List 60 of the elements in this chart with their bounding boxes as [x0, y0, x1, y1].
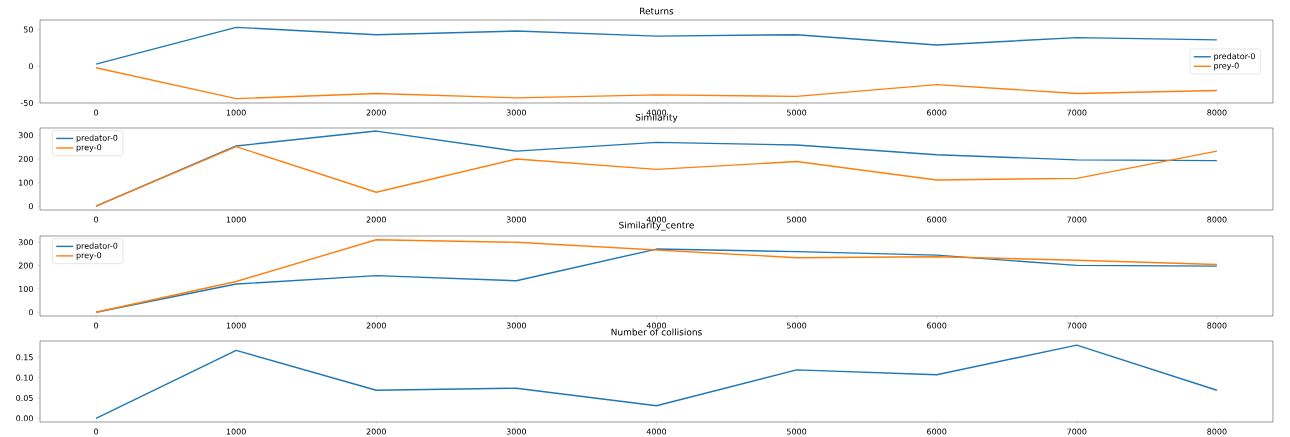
x-tick-label: 0: [94, 322, 99, 329]
x-tick-label: 7000: [1067, 428, 1087, 435]
x-tick-label: 2000: [366, 322, 386, 329]
x-tick-label: 2000: [366, 428, 386, 435]
x-tick-label: 8000: [1207, 428, 1227, 435]
x-tick-label: 1000: [226, 109, 246, 116]
x-tick-label: 7000: [1067, 322, 1087, 329]
x-tick-label: 0: [94, 216, 99, 223]
y-tick-label: 0: [28, 203, 33, 210]
x-tick-label: 5000: [787, 216, 807, 223]
x-tick-label: 7000: [1067, 216, 1087, 223]
chart-title: Number of collisions: [611, 328, 702, 336]
legend-label: prey-0: [76, 252, 102, 260]
x-tick-label: 6000: [927, 216, 947, 223]
x-tick-label: 8000: [1207, 322, 1227, 329]
legend-label: predator-0: [76, 242, 118, 251]
x-tick-label: 1000: [226, 216, 246, 223]
y-tick-label: 0.10: [16, 374, 33, 381]
x-tick-label: 1000: [226, 428, 246, 435]
y-tick-label: 0.15: [16, 354, 33, 361]
x-tick-label: 8000: [1207, 109, 1227, 116]
y-tick-label: 300: [18, 132, 33, 139]
x-tick-label: 7000: [1067, 109, 1087, 116]
chart-title: Similarity_centre: [619, 221, 694, 231]
x-tick-label: 3000: [506, 216, 527, 223]
x-tick-label: 2000: [366, 109, 386, 116]
x-tick-label: 0: [94, 109, 99, 116]
x-tick-label: 6000: [927, 322, 947, 329]
x-tick-label: 3000: [506, 109, 527, 116]
x-tick-label: 3000: [506, 322, 527, 329]
x-tick-label: 5000: [787, 109, 807, 116]
y-tick-label: 0.00: [16, 415, 33, 422]
y-tick-label: 200: [18, 262, 33, 269]
x-tick-label: 4000: [646, 322, 667, 329]
legend-label: predator-0: [76, 134, 118, 143]
y-tick-label: 0: [28, 309, 33, 316]
y-tick-label: 50: [23, 26, 33, 33]
legend-label: prey-0: [76, 144, 102, 152]
x-tick-label: 5000: [787, 322, 807, 329]
y-tick-label: 300: [18, 239, 33, 246]
x-tick-label: 8000: [1207, 216, 1227, 223]
y-tick-label: 200: [18, 155, 33, 162]
chart-title: Returns: [640, 7, 674, 15]
y-tick-label: 0: [28, 63, 33, 70]
y-tick-label: 100: [19, 285, 33, 292]
y-tick-label: 0.05: [16, 394, 33, 402]
legend-label: predator-0: [1214, 53, 1255, 61]
x-tick-label: 0: [94, 428, 99, 435]
y-tick-label: -50: [20, 99, 33, 107]
x-tick-label: 1000: [226, 322, 246, 329]
legend-label: prey-0: [1214, 62, 1239, 71]
x-tick-label: 4000: [646, 216, 667, 223]
line-series: [95, 344, 1218, 420]
x-tick-label: 2000: [366, 216, 386, 223]
x-tick-label: 3000: [506, 428, 527, 435]
y-tick-label: 100: [19, 179, 33, 186]
x-tick-label: 5000: [787, 428, 807, 435]
x-tick-label: 6000: [927, 109, 947, 116]
x-tick-label: 4000: [646, 428, 667, 435]
x-tick-label: 6000: [927, 428, 947, 435]
